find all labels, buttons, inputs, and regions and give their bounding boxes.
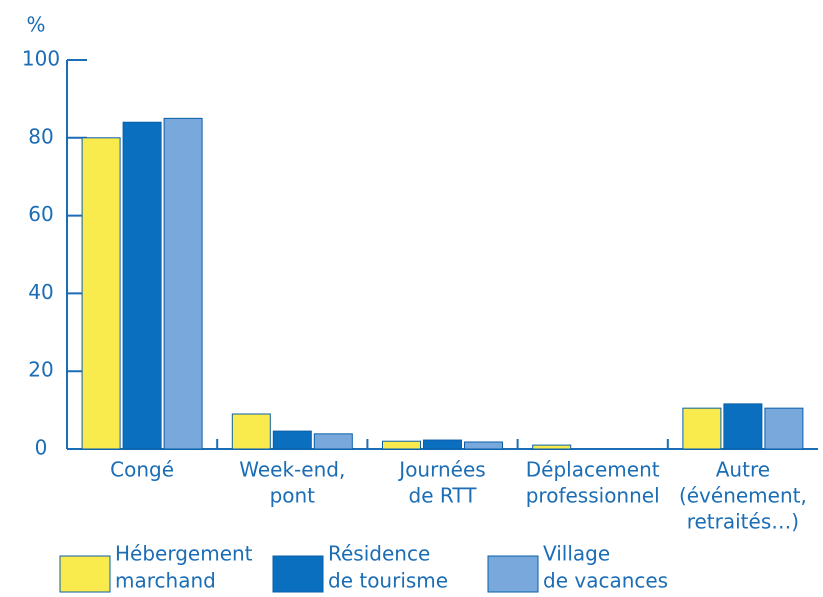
legend-label: Village	[543, 542, 610, 566]
x-tick-label: pont	[270, 484, 316, 508]
bar	[423, 439, 462, 450]
bar	[764, 407, 804, 450]
legend-label: Hébergement	[115, 542, 253, 566]
legend-label: de tourisme	[328, 569, 448, 593]
bar	[464, 441, 503, 450]
x-tick-label: Congé	[110, 458, 174, 482]
bar	[122, 121, 162, 450]
bar	[682, 407, 722, 450]
legend-swatch	[487, 555, 539, 593]
x-tick-label: de RTT	[409, 484, 478, 508]
x-tick-label: Autre	[716, 458, 770, 482]
x-tick-label: Week-end,	[239, 458, 345, 482]
bar	[163, 117, 203, 450]
bar	[313, 433, 353, 450]
legend-label: de vacances	[543, 569, 668, 593]
y-tick-label: 100	[22, 47, 60, 71]
bar	[532, 444, 572, 450]
legend-label: Résidence	[328, 542, 430, 566]
y-tick-label: 20	[28, 358, 53, 382]
bar	[231, 413, 271, 450]
legend-swatch	[59, 555, 111, 593]
bar	[382, 440, 421, 450]
y-tick-label: 80	[28, 124, 53, 148]
y-tick-label: 0	[35, 436, 48, 460]
y-tick-label: 60	[28, 202, 53, 226]
bar	[272, 430, 312, 450]
legend-label: marchand	[115, 569, 216, 593]
bar	[723, 403, 763, 450]
y-tick-label: 40	[28, 280, 53, 304]
y-axis-label: %	[26, 13, 45, 37]
x-tick-label: (événement,	[679, 484, 807, 508]
x-tick-label: Déplacement	[526, 458, 660, 482]
legend-swatch	[272, 555, 324, 593]
bar	[81, 137, 121, 450]
x-tick-label: Journées	[397, 458, 485, 482]
x-tick-label: professionnel	[526, 484, 660, 508]
x-tick-label: retraités…)	[687, 510, 799, 534]
